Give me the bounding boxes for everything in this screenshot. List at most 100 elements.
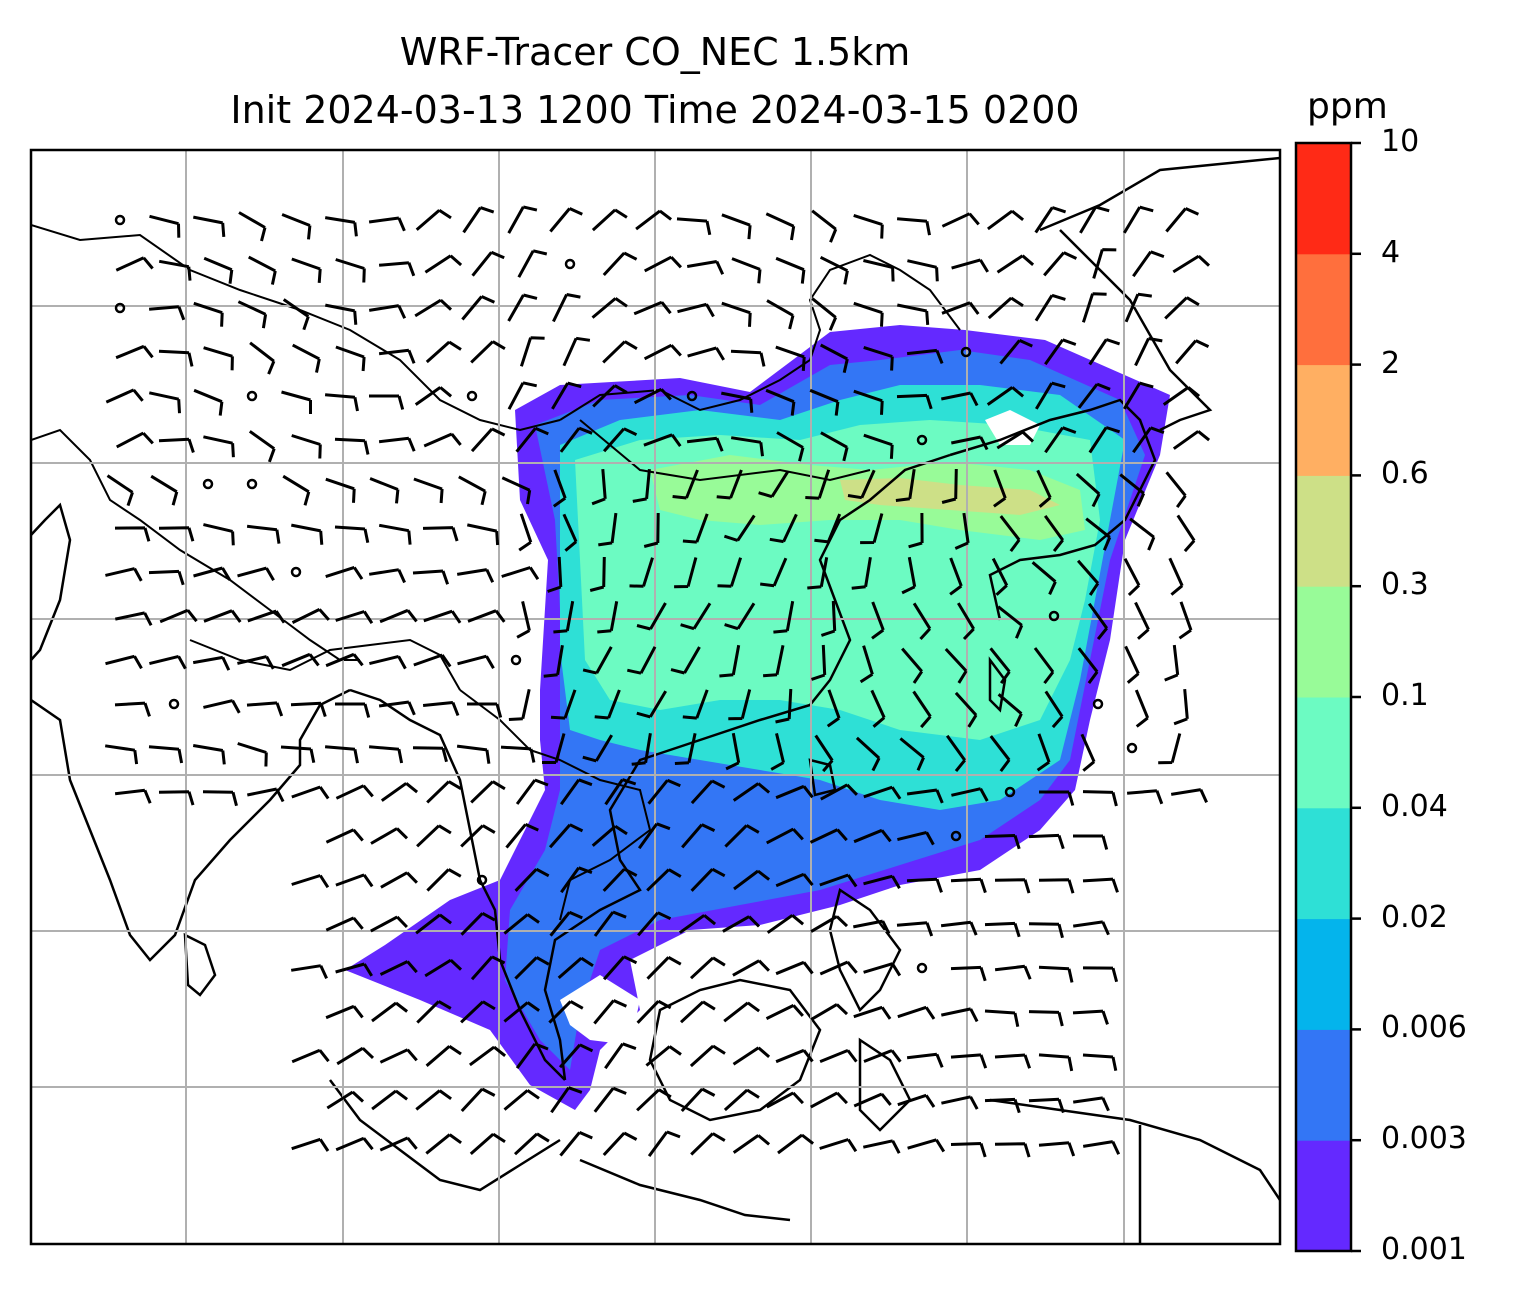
wind-barb: [424, 958, 463, 978]
wind-barb: [1038, 1053, 1074, 1072]
wind-barb: [551, 381, 582, 410]
wind-barb: [1072, 1096, 1110, 1112]
wind-barb: [777, 1133, 815, 1155]
wind-barb: [853, 1092, 892, 1108]
calm-wind-marker: [950, 830, 962, 842]
wind-barb: [901, 556, 917, 595]
wind-barb: [193, 301, 224, 327]
wind-barb: [248, 255, 277, 285]
wind-barb: [591, 468, 607, 506]
wind-barb: [515, 778, 549, 805]
wind-barb: [897, 1093, 936, 1108]
wind-barb: [1031, 561, 1057, 596]
wind-barb: [1077, 647, 1099, 684]
colorbar-tick-label: 2: [1381, 345, 1401, 381]
wind-barb: [725, 732, 741, 771]
wind-barb: [369, 654, 407, 670]
wind-barb: [1044, 338, 1077, 366]
wind-barb: [290, 701, 327, 718]
wind-barb: [870, 689, 886, 728]
colorbar-segment: [1296, 143, 1351, 255]
wind-barb: [559, 426, 593, 453]
wind-barb: [500, 745, 536, 763]
wind-barb: [647, 778, 681, 805]
wind-barb: [553, 600, 575, 634]
wind-barb: [370, 915, 408, 933]
wind-barb: [1164, 644, 1180, 682]
wind-barb: [469, 1132, 506, 1156]
wind-barb: [280, 745, 316, 764]
wind-barb: [552, 469, 567, 508]
colorbar-unit: ppm: [1307, 86, 1388, 127]
wind-barb: [1134, 337, 1163, 367]
wind-barb: [422, 526, 459, 542]
wind-barb: [593, 910, 627, 937]
wind-barb: [847, 469, 876, 500]
wind-barb: [582, 734, 613, 763]
calm-wind-marker: [476, 874, 488, 886]
wind-barb: [514, 867, 550, 892]
wind-barb: [148, 745, 184, 764]
wind-barb: [379, 960, 418, 976]
wind-barb: [415, 1089, 452, 1111]
calm-wind-marker: [510, 654, 522, 666]
wind-barb: [912, 602, 932, 641]
wind-barb: [853, 213, 884, 239]
wind-barb: [562, 336, 591, 367]
wind-barb: [1038, 1141, 1076, 1157]
wind-barb: [1162, 386, 1201, 406]
wind-barb: [855, 736, 881, 772]
wind-barb: [548, 1000, 584, 1024]
wind-barb: [379, 1048, 418, 1064]
wind-barb: [291, 1048, 330, 1064]
colorbar-tick-label: 0.001: [1381, 1232, 1467, 1267]
wind-barb: [334, 437, 370, 455]
wind-barb: [811, 644, 827, 681]
wind-barb: [896, 217, 931, 236]
wind-barb: [853, 828, 892, 844]
wind-barb: [1039, 790, 1075, 806]
wind-barb: [733, 869, 771, 891]
wind-barb: [115, 256, 154, 272]
wind-barb: [637, 911, 672, 937]
wind-barb: [941, 212, 980, 228]
wind-barb: [1036, 733, 1051, 772]
wind-barb: [686, 260, 725, 275]
wind-barb: [901, 647, 924, 684]
wind-barb: [770, 733, 785, 771]
wind-barb: [158, 790, 195, 806]
coast-korea-japan: [1059, 229, 1213, 432]
wind-barb: [1088, 338, 1121, 366]
wind-barb: [426, 868, 462, 892]
wind-barb: [158, 437, 195, 453]
wind-barb: [507, 293, 538, 322]
wind-barb: [203, 699, 241, 714]
calm-wind-marker: [114, 302, 126, 314]
colorbar-segment: [1296, 807, 1351, 920]
wind-barb: [853, 1005, 892, 1020]
wind-barb: [1081, 292, 1107, 323]
wind-barb: [281, 390, 312, 414]
wind-barb: [1073, 834, 1109, 850]
wind-barb: [203, 346, 234, 371]
wind-barb: [192, 744, 226, 765]
wind-barb: [686, 436, 724, 452]
wind-barb: [203, 256, 234, 284]
calm-wind-marker: [916, 962, 928, 974]
wind-barb: [105, 654, 143, 670]
calm-wind-marker: [202, 478, 214, 490]
wind-barb: [723, 1001, 760, 1023]
wind-barb: [897, 1005, 936, 1020]
wind-barb: [775, 784, 814, 800]
wind-barb: [1134, 601, 1150, 640]
wind-barb: [690, 867, 726, 892]
wind-barb: [325, 303, 358, 325]
wind-barb: [246, 524, 281, 544]
wind-barb: [203, 609, 242, 623]
wind-barb: [549, 207, 583, 233]
wind-barb: [503, 913, 540, 935]
wind-barb: [941, 301, 980, 315]
wind-barb: [415, 913, 452, 935]
wind-barb: [550, 1086, 583, 1114]
wind-barb: [805, 469, 831, 500]
